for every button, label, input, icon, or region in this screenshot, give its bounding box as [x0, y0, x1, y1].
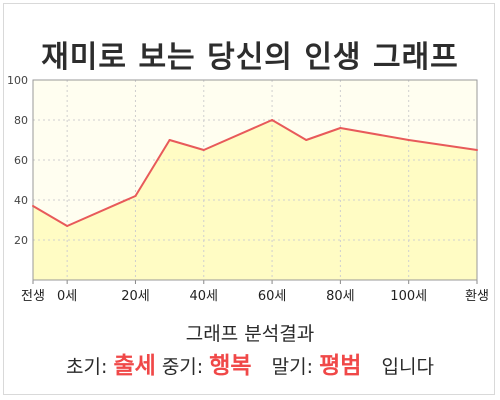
early-value: 출세 [113, 353, 156, 379]
mid-label: 중기: [161, 356, 204, 378]
y-tick-label: 100 [7, 74, 28, 87]
x-tick-label: 40세 [190, 289, 219, 304]
late-label: 말기: [271, 356, 314, 378]
late-value: 평범 [319, 353, 362, 379]
data-point [271, 119, 274, 121]
plot-border [32, 79, 478, 281]
analysis-heading: 그래프 분석결과 [185, 323, 315, 345]
series-line [32, 119, 478, 227]
data-point [305, 139, 308, 141]
y-tick-label: 40 [14, 194, 28, 207]
data-point [66, 225, 69, 227]
x-tick-label: 환생 [465, 289, 489, 304]
x-tick-label: 전생 [21, 289, 45, 304]
y-tick-label: 20 [14, 234, 28, 247]
data-point [476, 149, 478, 151]
y-tick-label: 60 [14, 154, 28, 167]
chart-title: 재미로 보는 당신의 인생 그래프 [41, 40, 459, 75]
data-point [32, 205, 34, 207]
x-tick-label: 100세 [390, 289, 427, 304]
y-tick-label: 80 [14, 114, 28, 127]
early-label: 초기: [66, 356, 108, 378]
data-point [339, 127, 342, 129]
x-tick-label: 20세 [121, 289, 150, 304]
x-tick-label: 60세 [258, 289, 287, 304]
ending-text: 입니다 [381, 356, 434, 378]
chart-frame [3, 3, 495, 395]
x-tick-label: 0세 [57, 289, 77, 304]
mid-value: 행복 [209, 353, 252, 379]
x-tick-label: 80세 [326, 289, 355, 304]
data-point [407, 139, 410, 141]
data-point [168, 139, 171, 141]
analysis-result: 초기: 출세 중기: 행복 말기: 평범 입니다 [0, 346, 500, 380]
data-point [134, 195, 137, 197]
data-point [202, 149, 205, 151]
